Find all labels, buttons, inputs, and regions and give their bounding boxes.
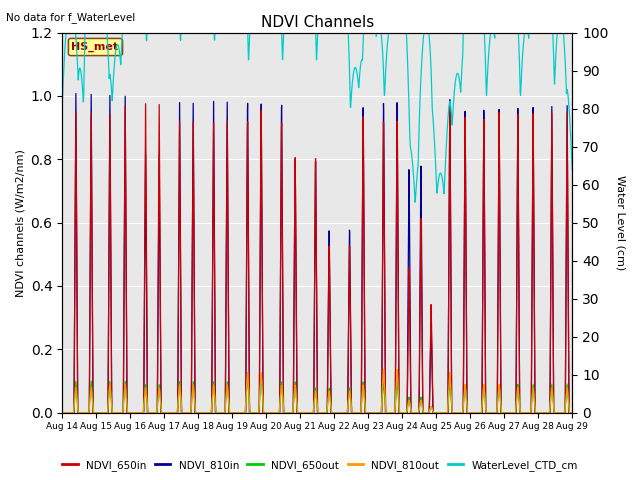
NDVI_650in	[147, 410, 154, 416]
NDVI_810out	[504, 410, 511, 416]
Legend: HS_met: HS_met	[68, 38, 122, 55]
NDVI_650in	[254, 410, 262, 416]
NDVI_650in	[276, 371, 284, 376]
NDVI_810in	[147, 410, 155, 416]
NDVI_650out	[276, 397, 284, 403]
NDVI_810in	[568, 410, 576, 416]
NDVI_650in	[58, 410, 66, 416]
Legend: NDVI_650in, NDVI_810in, NDVI_650out, NDVI_810out, WaterLevel_CTD_cm: NDVI_650in, NDVI_810in, NDVI_650out, NDV…	[58, 456, 582, 475]
WaterLevel_CTD_cm	[58, 103, 66, 109]
NDVI_810out	[58, 410, 66, 416]
NDVI_810in	[276, 339, 284, 345]
NDVI_810out	[147, 410, 154, 416]
NDVI_650out	[568, 410, 576, 416]
NDVI_650out	[116, 410, 124, 416]
NDVI_810in	[559, 410, 566, 416]
WaterLevel_CTD_cm	[116, 59, 124, 64]
NDVI_810out	[559, 410, 566, 416]
NDVI_810in	[254, 410, 262, 416]
Y-axis label: Water Level (cm): Water Level (cm)	[615, 175, 625, 270]
NDVI_810out	[276, 401, 284, 407]
NDVI_810in	[72, 91, 80, 96]
NDVI_650out	[254, 410, 262, 416]
Line: NDVI_650in: NDVI_650in	[62, 103, 572, 413]
Line: NDVI_810in: NDVI_810in	[62, 94, 572, 413]
NDVI_650out	[559, 410, 566, 416]
NDVI_650in	[559, 410, 566, 416]
NDVI_810out	[393, 367, 401, 372]
Y-axis label: NDVI channels (W/m2/nm): NDVI channels (W/m2/nm)	[15, 149, 25, 297]
NDVI_810out	[116, 410, 124, 416]
Text: No data for f_WaterLevel: No data for f_WaterLevel	[6, 12, 136, 23]
NDVI_650out	[147, 410, 154, 416]
NDVI_810out	[568, 410, 576, 416]
NDVI_650out	[58, 410, 66, 416]
WaterLevel_CTD_cm	[559, 20, 566, 26]
Line: WaterLevel_CTD_cm: WaterLevel_CTD_cm	[62, 0, 572, 202]
NDVI_650in	[568, 410, 576, 416]
NDVI_810out	[254, 410, 262, 416]
Title: NDVI Channels: NDVI Channels	[260, 15, 374, 30]
Line: NDVI_650out: NDVI_650out	[62, 376, 572, 413]
Line: NDVI_810out: NDVI_810out	[62, 370, 572, 413]
WaterLevel_CTD_cm	[568, 167, 576, 173]
WaterLevel_CTD_cm	[412, 199, 419, 205]
NDVI_650out	[504, 410, 511, 416]
NDVI_650in	[116, 410, 124, 416]
NDVI_650in	[504, 410, 511, 416]
NDVI_810in	[116, 410, 124, 416]
NDVI_650in	[446, 100, 454, 106]
NDVI_810in	[58, 410, 66, 416]
NDVI_810in	[504, 410, 511, 416]
NDVI_650out	[244, 373, 252, 379]
